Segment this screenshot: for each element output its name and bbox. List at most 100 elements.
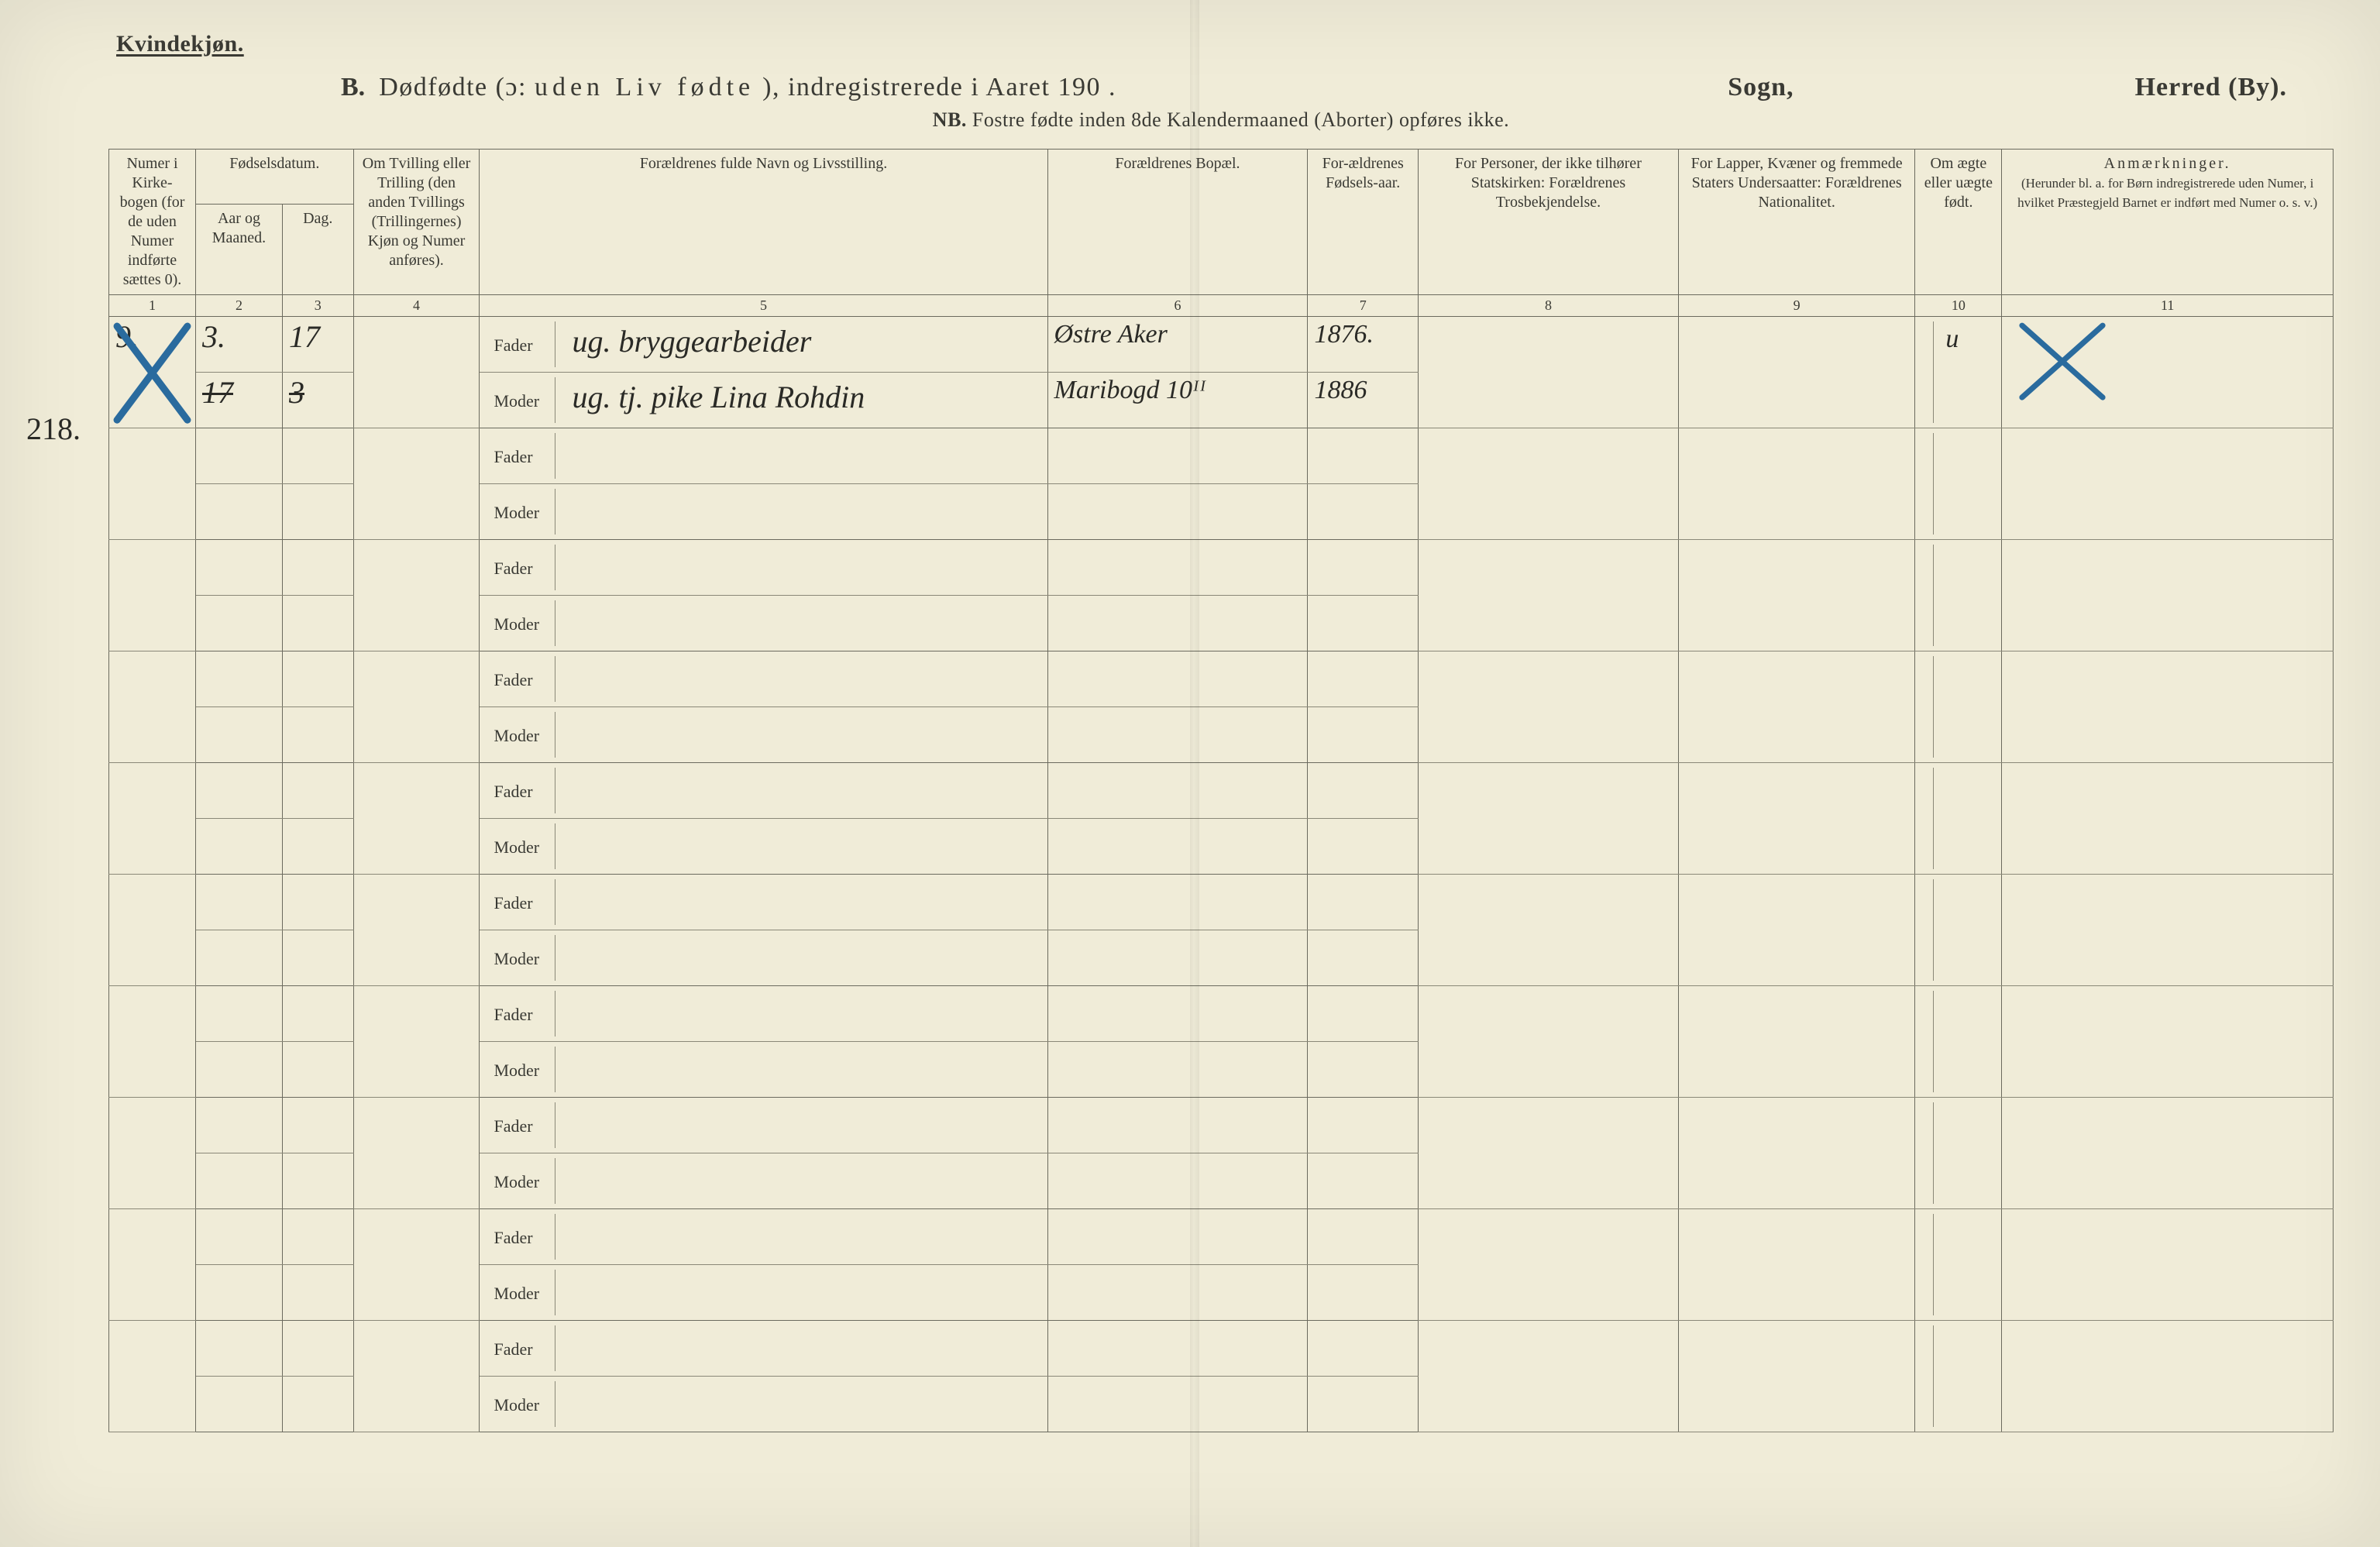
entry-month-struck: 17	[202, 375, 233, 410]
cell-col11	[2002, 874, 2334, 985]
blue-x-mark-icon	[2010, 317, 2134, 406]
table-row: Fader	[109, 651, 2334, 706]
cell-col3	[282, 1376, 353, 1432]
table-row: Fader	[109, 762, 2334, 818]
cell-col7	[1308, 1208, 1419, 1264]
cell-col6	[1047, 818, 1308, 874]
col-header-1: Numer i Kirke-bogen (for de uden Numer i…	[109, 150, 196, 295]
cell-col10	[1915, 1320, 2002, 1432]
cell-col6	[1047, 428, 1308, 483]
cell-col10	[1915, 762, 2002, 874]
title-b: B.	[341, 73, 365, 102]
cell-col3	[282, 428, 353, 483]
cell-col1	[109, 651, 196, 762]
cell-col8	[1418, 874, 1678, 985]
fader-bopal: Østre Aker	[1054, 320, 1168, 349]
cell-col7	[1308, 428, 1419, 483]
cell-col10	[1915, 539, 2002, 651]
cell-col3	[282, 874, 353, 930]
cell-col3	[282, 930, 353, 985]
title-post: ), indregistrerede i Aaret 190	[762, 73, 1101, 101]
cell-col7	[1308, 595, 1419, 651]
cell-col6	[1047, 874, 1308, 930]
cell-col5-fader: Fader	[480, 985, 1047, 1041]
cell-col7	[1308, 930, 1419, 985]
cell-col6	[1047, 651, 1308, 706]
cell-col8	[1418, 1097, 1678, 1208]
cell-col5-moder: Moder	[480, 483, 1047, 539]
cell-col11	[2002, 428, 2334, 539]
cell-col2	[195, 428, 282, 483]
colnum-7: 7	[1308, 295, 1419, 317]
cell-col2	[195, 930, 282, 985]
cell-col6	[1047, 1264, 1308, 1320]
table-row: Fader	[109, 874, 2334, 930]
cell-col9	[1678, 1320, 1914, 1432]
cell-col10	[1915, 428, 2002, 539]
table-row: Fader	[109, 1320, 2334, 1376]
entry-month: 3.	[202, 319, 225, 354]
cell-col1: 9.	[109, 316, 196, 428]
cell-col2	[195, 818, 282, 874]
col-header-2: Aar og Maaned.	[195, 204, 282, 294]
cell-col2: 17	[195, 372, 282, 428]
cell-col3	[282, 1264, 353, 1320]
colnum-6: 6	[1047, 295, 1308, 317]
cell-col5-fader: Fader	[480, 1320, 1047, 1376]
cell-col2	[195, 1097, 282, 1153]
fader-label: Fader	[486, 991, 555, 1036]
ledger-page: 218. Kvindekjøn. B. Dødfødte (ɔ: uden Li…	[0, 0, 2380, 1547]
cell-col4	[353, 874, 480, 985]
cell-col7	[1308, 1376, 1419, 1432]
cell-col4	[353, 1208, 480, 1320]
moder-label: Moder	[486, 1381, 555, 1427]
legitimacy-mark: u	[1938, 321, 1959, 352]
cell-col1	[109, 874, 196, 985]
cell-col1	[109, 1208, 196, 1320]
cell-col7	[1308, 706, 1419, 762]
col-header-7: For-ældrenes Fødsels-aar.	[1308, 150, 1419, 295]
section-sex-label: Kvindekjøn.	[116, 31, 2334, 57]
cell-col3	[282, 483, 353, 539]
cell-col7-fader: 1876.	[1308, 316, 1419, 372]
cell-col11	[2002, 985, 2334, 1097]
cell-col6	[1047, 1041, 1308, 1097]
cell-col8	[1418, 316, 1678, 428]
fader-label: Fader	[486, 1214, 555, 1260]
colnum-4: 4	[353, 295, 480, 317]
col-header-6: Forældrenes Bopæl.	[1047, 150, 1308, 295]
cell-col7	[1308, 1320, 1419, 1376]
cell-col10	[1915, 874, 2002, 985]
cell-col3: 3	[282, 372, 353, 428]
cell-col1	[109, 985, 196, 1097]
cell-col9	[1678, 316, 1914, 428]
col11-sub: (Herunder bl. a. for Børn indregistrered…	[2017, 176, 2317, 210]
cell-col2	[195, 706, 282, 762]
cell-col10	[1915, 1097, 2002, 1208]
cell-col9	[1678, 1097, 1914, 1208]
fader-label: Fader	[486, 545, 555, 590]
cell-col4	[353, 762, 480, 874]
cell-col4	[353, 428, 480, 539]
cell-col3	[282, 1208, 353, 1264]
cell-col2	[195, 1320, 282, 1376]
cell-col2	[195, 874, 282, 930]
cell-col5-moder: Moder	[480, 706, 1047, 762]
cell-col10: u	[1915, 316, 2002, 428]
cell-col7	[1308, 1264, 1419, 1320]
cell-col2	[195, 651, 282, 706]
cell-col9	[1678, 651, 1914, 762]
fader-label: Fader	[486, 1325, 555, 1371]
entry-day-struck: 3	[289, 375, 304, 410]
colnum-11: 11	[2002, 295, 2334, 317]
colnum-2: 2	[195, 295, 282, 317]
col-header-5: Forældrenes fulde Navn og Livsstilling.	[480, 150, 1047, 295]
moder-label: Moder	[486, 1158, 555, 1204]
cell-col5-moder: Moder ug. tj. pike Lina Rohdin	[480, 372, 1047, 428]
cell-col3	[282, 818, 353, 874]
cell-col6	[1047, 985, 1308, 1041]
cell-col2	[195, 1208, 282, 1264]
fader-label: Fader	[486, 1102, 555, 1148]
cell-col4	[353, 651, 480, 762]
cell-col11	[2002, 651, 2334, 762]
